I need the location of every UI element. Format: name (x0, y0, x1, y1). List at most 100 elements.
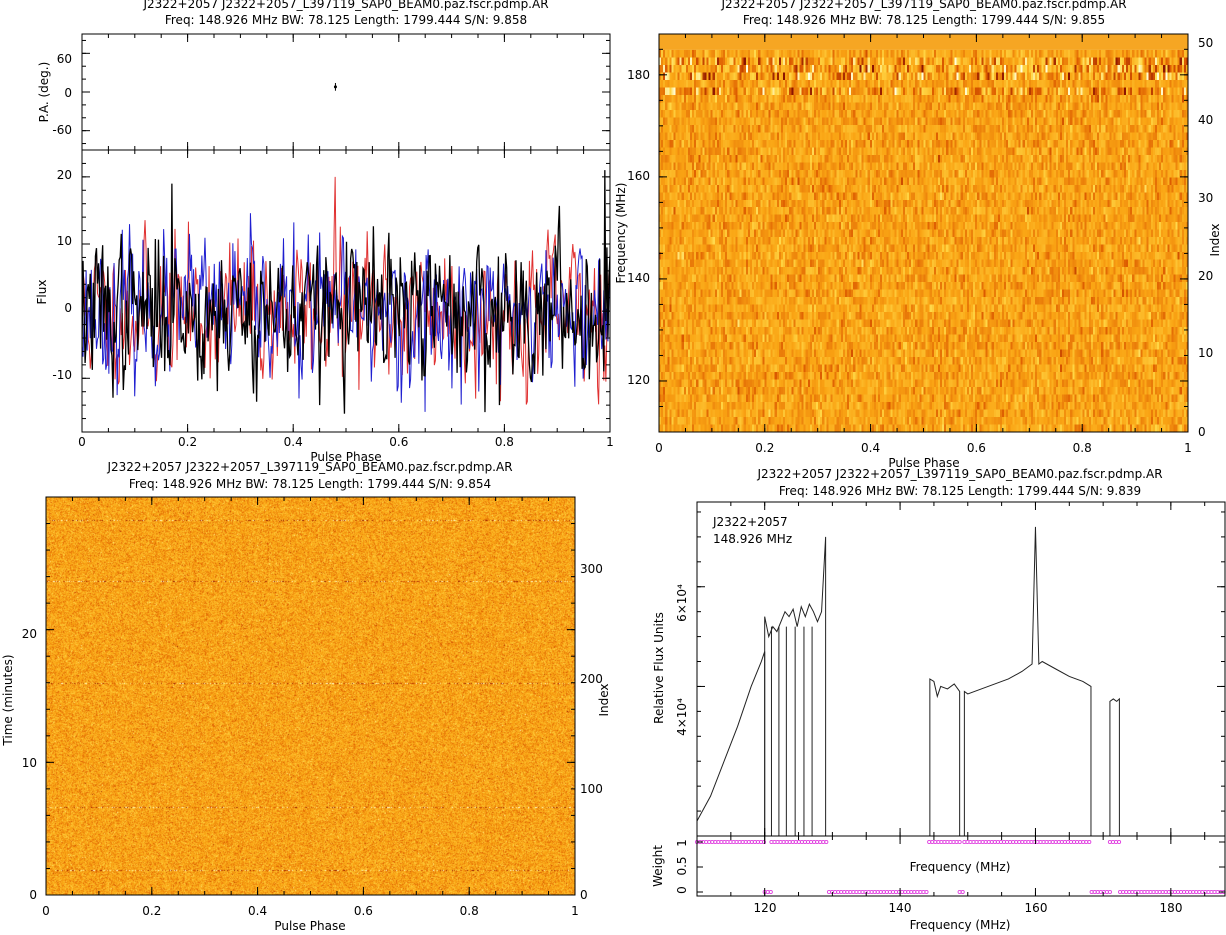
flux-series-0-line (82, 176, 610, 405)
flux-axis-ticks (81, 150, 611, 432)
fp-ylabel: Frequency (MHz) (614, 183, 628, 284)
bp-ylabel: Relative Flux Units (652, 612, 666, 724)
wt-ytick-0: 0 (675, 886, 689, 894)
time-phase-axis-ticks (45, 496, 576, 896)
bp-xtick-140: 140 (889, 901, 912, 915)
bp-ytick-4e4: 4×10⁴ (675, 698, 689, 736)
fp-xtick-0.4: 0.4 (861, 441, 880, 455)
bp-xtick-120: 120 (754, 901, 777, 915)
freq-phase-title-line1: J2322+2057 J2322+2057_L397119_SAP0_BEAM0… (720, 0, 1126, 11)
flux-plot-area (82, 170, 610, 414)
bandpass-annotation-freq: 148.926 MHz (713, 532, 792, 546)
tp-xtick-0.8: 0.8 (460, 904, 479, 918)
flux-ytick-minus10: -10 (52, 368, 72, 382)
freq-phase-pixels (659, 49, 1188, 433)
freq-phase-heatmap (659, 34, 1188, 433)
fp-xtick-0.6: 0.6 (967, 441, 986, 455)
weight-frame (696, 835, 1226, 897)
profile-xtick-0.2: 0.2 (178, 435, 197, 449)
fp-yrtick-40: 40 (1198, 113, 1213, 127)
wt-ytick-0.5: 0.5 (675, 856, 689, 875)
bandpass-segment-4-line (1109, 697, 1120, 836)
tp-xtick-0.6: 0.6 (354, 904, 373, 918)
flux-ytick-10: 10 (57, 234, 72, 248)
weight-zero-marker-2 (960, 889, 965, 895)
tp-ytick-10: 10 (22, 756, 37, 770)
tp-yrtick-200: 200 (580, 672, 603, 686)
profile-xtick-0: 0 (78, 435, 86, 449)
weight-one-marker-1 (824, 839, 829, 845)
tp-ylabel-right: Index (597, 683, 611, 716)
profile-xtick-0.4: 0.4 (284, 435, 303, 449)
fp-ytick-140: 140 (627, 271, 650, 285)
fp-yrtick-10: 10 (1198, 346, 1213, 360)
fp-yrtick-20: 20 (1198, 269, 1213, 283)
fp-ytick-160: 160 (627, 169, 650, 183)
wt-ytick-1: 1 (675, 839, 689, 847)
time-phase-title-line2: Freq: 148.926 MHz BW: 78.125 Length: 179… (129, 477, 491, 491)
profile-xtick-1: 1 (606, 435, 614, 449)
pa-ytick-60: 60 (57, 52, 72, 66)
tp-yrtick-100: 100 (580, 782, 603, 796)
flux-series-2-line (82, 170, 610, 414)
tp-ytick-0: 0 (29, 888, 37, 902)
fp-ytick-180: 180 (627, 68, 650, 82)
bandpass-segment-0-line (696, 651, 766, 836)
bp-xtick-160: 160 (1025, 901, 1048, 915)
fp-ylabel-right: Index (1208, 223, 1222, 256)
bandpass-annotation-source: J2322+2057 (712, 515, 788, 529)
profile-title-line2: Freq: 148.926 MHz BW: 78.125 Length: 179… (165, 13, 527, 27)
tp-ylabel: Time (minutes) (1, 654, 15, 746)
weight-one-marker-0 (761, 839, 767, 845)
bandpass-axis-ticks (696, 502, 1225, 836)
bandpass-title-line1: J2322+2057 J2322+2057_L397119_SAP0_BEAM0… (756, 467, 1162, 481)
pa-frame (81, 33, 611, 151)
pa-point (333, 85, 337, 89)
pa-ylabel: P.A. (deg.) (37, 62, 51, 123)
wt-ylabel: Weight (651, 845, 665, 887)
pa-plot-area (333, 82, 337, 91)
bandpass-segment-2-line (929, 678, 961, 836)
tp-xtick-1: 1 (571, 904, 579, 918)
weight-one-marker-4 (1117, 839, 1122, 845)
profile-title-line1: J2322+2057 J2322+2057_L397119_SAP0_BEAM0… (142, 0, 548, 11)
fp-xlabel: Pulse Phase (888, 456, 959, 470)
tp-yrtick-0: 0 (580, 888, 588, 902)
fp-yrtick-50: 50 (1198, 36, 1213, 50)
tp-ytick-20: 20 (22, 627, 37, 641)
time-phase-heatmap (46, 497, 575, 895)
tp-yrtick-300: 300 (580, 562, 603, 576)
profile-xtick-0.6: 0.6 (389, 435, 408, 449)
freq-phase-title-line2: Freq: 148.926 MHz BW: 78.125 Length: 179… (743, 13, 1105, 27)
fp-xtick-0: 0 (655, 441, 663, 455)
weight-plot-area (694, 839, 1226, 895)
bandpass-segment-3-line (963, 526, 1092, 836)
bandpass-plot-area (696, 526, 1120, 836)
freq-phase-chart: J2322+2057 J2322+2057_L397119_SAP0_BEAM0… (614, 0, 1222, 470)
tp-xtick-0.2: 0.2 (142, 904, 161, 918)
weight-one-marker-3 (1087, 839, 1092, 845)
flux-ylabel: Flux (35, 280, 49, 305)
fp-xtick-0.8: 0.8 (1073, 441, 1092, 455)
freq-phase-axis-ticks (658, 34, 1189, 432)
profile-chart: J2322+2057 J2322+2057_L397119_SAP0_BEAM0… (35, 0, 614, 464)
pa-axis-ticks (81, 34, 611, 150)
bandpass-segment-1-line (764, 536, 827, 836)
pa-ytick-minus60: -60 (52, 123, 72, 137)
tp-xtick-0.4: 0.4 (248, 904, 267, 918)
bandpass-title-line2: Freq: 148.926 MHz BW: 78.125 Length: 179… (779, 484, 1141, 498)
weight-axis-ticks (696, 836, 1225, 896)
weight-zero-marker-1 (924, 889, 929, 895)
bp-xlabel: Frequency (MHz) (910, 918, 1011, 932)
fp-yrtick-0: 0 (1198, 425, 1206, 439)
bandpass-frame (696, 501, 1226, 837)
tp-xlabel: Pulse Phase (274, 919, 345, 933)
profile-xlabel: Pulse Phase (310, 450, 381, 464)
flux-ytick-20: 20 (57, 168, 72, 182)
weight-inner-label: Frequency (MHz) (910, 860, 1011, 874)
time-phase-pixels (46, 497, 575, 895)
fp-yrtick-30: 30 (1198, 191, 1213, 205)
flux-ytick-0: 0 (64, 301, 72, 315)
time-phase-title-line1: J2322+2057 J2322+2057_L397119_SAP0_BEAM0… (106, 460, 512, 474)
